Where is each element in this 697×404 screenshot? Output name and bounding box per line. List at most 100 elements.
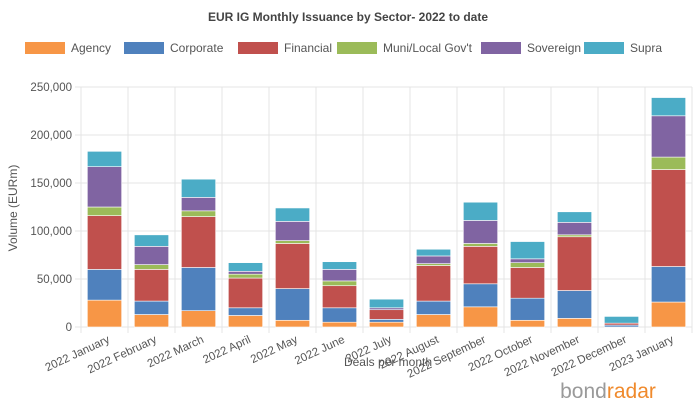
bar-segment[interactable] [463,220,498,244]
bar-segment[interactable] [510,319,545,328]
svg-text:bondradar: bondradar [560,380,656,403]
legend-label[interactable]: Corporate [170,41,224,55]
bar-segment[interactable] [463,201,498,221]
bar-segment[interactable] [322,307,357,323]
bar-segment[interactable] [228,262,263,272]
y-axis: 0 50,000 100,000 150,000 200,000 250,000 [30,82,72,334]
bar-segment[interactable] [651,301,686,328]
bar-segment[interactable] [416,314,451,328]
legend-label[interactable]: Supra [630,41,662,55]
y-tick-label: 50,000 [37,274,72,286]
gridlines [75,86,693,333]
bar-segment[interactable] [651,266,686,303]
y-axis-title: Volume (EURm) [6,165,20,252]
bar-segment[interactable] [228,273,263,279]
bar-segment[interactable] [275,288,310,321]
bar-segment[interactable] [228,277,263,309]
legend-swatch[interactable] [25,42,65,54]
bar-segment[interactable] [275,240,310,244]
bar-segment[interactable] [651,169,686,267]
legend-swatch[interactable] [337,42,377,54]
bar-segment[interactable] [134,314,169,328]
legend-swatch[interactable] [481,42,521,54]
legend-swatch[interactable] [238,42,278,54]
legend-label[interactable]: Agency [71,41,111,55]
bar-segment[interactable] [275,243,310,289]
bar-segment[interactable] [322,269,357,282]
bar-segment[interactable] [416,248,451,257]
bar-segment[interactable] [275,207,310,222]
bar-segment[interactable] [228,271,263,275]
bar-segment[interactable] [604,316,639,324]
bar-segment[interactable] [463,246,498,285]
bar-segment[interactable] [322,285,357,309]
bar-segment[interactable] [134,300,169,315]
bar-segment[interactable] [181,310,216,328]
chart-title: EUR IG Monthly Issuance by Sector- 2022 … [208,10,488,24]
bar-segment[interactable] [369,319,404,323]
bar-segment[interactable] [651,115,686,158]
bar-segment[interactable] [181,178,216,198]
bar-segment[interactable] [510,258,545,263]
logo-part-bond: bond [560,380,607,403]
y-tick-label: 250,000 [30,82,72,94]
bar-segment[interactable] [510,297,545,321]
bar-segment[interactable] [181,210,216,217]
y-tick-label: 0 [66,322,72,334]
bar-segment[interactable] [87,299,122,328]
logo-part-radar: radar [607,380,656,403]
y-tick-label: 200,000 [30,130,72,142]
bar-segment[interactable] [416,255,451,264]
bar-segment[interactable] [416,300,451,315]
bar-segment[interactable] [557,290,592,319]
bar-segment[interactable] [557,318,592,328]
bondradar-logo: bondradar [560,380,656,403]
bar-segment[interactable] [557,211,592,223]
bar-segment[interactable] [463,243,498,247]
bar-segment[interactable] [87,215,122,270]
legend-swatch[interactable] [124,42,164,54]
bar-segment[interactable] [651,97,686,117]
bar-segment[interactable] [181,197,216,212]
bar-segment[interactable] [322,280,357,287]
bar-segment[interactable] [181,267,216,311]
legend-label[interactable]: Financial [284,41,332,55]
bar-segment[interactable] [510,262,545,268]
bar-segment[interactable] [463,306,498,328]
bar-segment[interactable] [134,246,169,265]
bar-segment[interactable] [322,321,357,328]
bar-segment[interactable] [369,309,404,320]
bar-segment[interactable] [416,265,451,302]
legend-label[interactable]: Muni/Local Gov't [383,41,473,55]
y-tick-label: 150,000 [30,178,72,190]
bar-segment[interactable] [87,206,122,216]
legend-swatch[interactable] [584,42,624,54]
bar-segment[interactable] [322,261,357,270]
bar-segment[interactable] [181,216,216,268]
bar-segment[interactable] [369,298,404,309]
x-tick-label: 2022 June [293,334,347,368]
bar-segment[interactable] [87,166,122,208]
bar-segment[interactable] [510,241,545,260]
bar-segment[interactable] [87,151,122,167]
bar-segment[interactable] [134,234,169,247]
bar-segment[interactable] [651,156,686,170]
bar-segment[interactable] [369,321,404,328]
bar-segment[interactable] [275,319,310,328]
legend: Agency Corporate Financial Muni/Local Gov't… [25,41,662,55]
legend-label[interactable]: Sovereign [527,41,581,55]
bar-segment[interactable] [228,307,263,316]
bar-segment[interactable] [275,221,310,241]
bar-segment[interactable] [134,264,169,270]
bar-segment[interactable] [463,283,498,308]
bars [87,97,686,328]
bar-segment[interactable] [228,315,263,328]
y-tick-label: 100,000 [30,226,72,238]
x-tick-label: 2022 May [249,334,300,366]
bar-segment[interactable] [134,269,169,302]
bar-segment[interactable] [510,267,545,299]
bar-segment[interactable] [557,222,592,236]
bar-segment[interactable] [87,269,122,301]
bar-segment[interactable] [557,236,592,291]
